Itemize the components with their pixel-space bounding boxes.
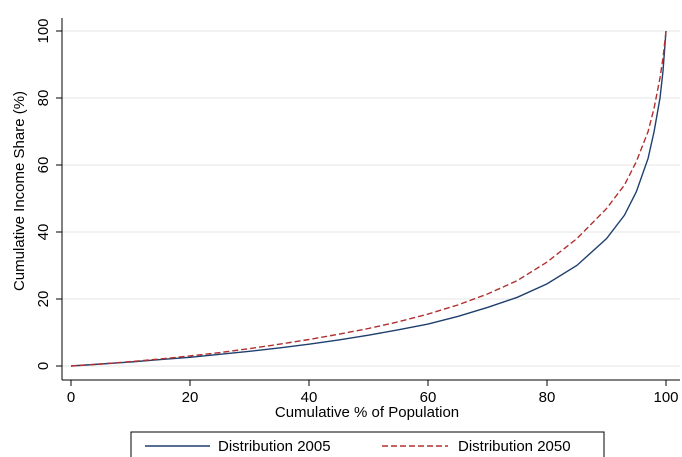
y-axis-title: Cumulative Income Share (%) (11, 91, 28, 291)
x-tick-label-20: 20 (182, 389, 199, 406)
x-axis-title: Cumulative % of Population (275, 404, 459, 421)
series-line-distribution-2005 (70, 30, 667, 367)
legend-box (130, 431, 605, 457)
x-tick-label-0: 0 (67, 389, 75, 406)
legend: Distribution 2005 Distribution 2050 (130, 431, 605, 457)
x-tick-label-60: 60 (420, 389, 437, 406)
y-tick-label-100: 100 (35, 18, 52, 43)
grid-lines (62, 30, 680, 367)
x-tick-label-100: 100 (653, 389, 678, 406)
x-tick-label-40: 40 (301, 389, 318, 406)
y-tick-label-40: 40 (35, 224, 52, 241)
series-layer (70, 30, 667, 367)
y-tick-label-20: 20 (35, 291, 52, 308)
y-tick-label-60: 60 (35, 157, 52, 174)
y-tick-label-0: 0 (35, 362, 52, 370)
y-tick-label-80: 80 (35, 90, 52, 107)
legend-label-distribution-2005: Distribution 2005 (218, 438, 331, 455)
x-tick-label-80: 80 (539, 389, 556, 406)
legend-label-distribution-2050: Distribution 2050 (458, 438, 571, 455)
tick-marks: 0 20 40 60 80 100 0 20 40 60 80 100 (35, 18, 679, 406)
series-line-distribution-2050 (70, 30, 667, 367)
axes (61, 18, 680, 381)
